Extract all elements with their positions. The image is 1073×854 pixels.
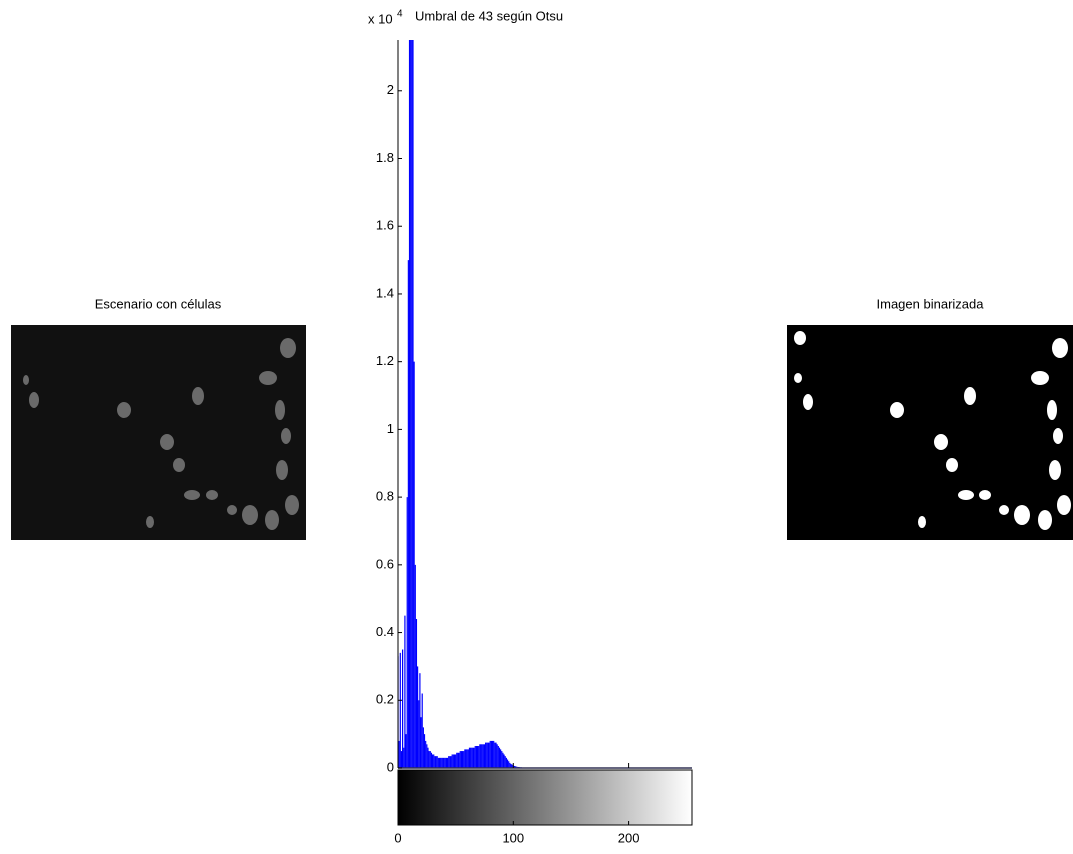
y-tick-label: 1.2 bbox=[376, 353, 394, 368]
cell-image bbox=[11, 325, 306, 540]
x-tick-label: 0 bbox=[394, 830, 401, 845]
chart-title: Umbral de 43 según Otsu bbox=[415, 8, 563, 23]
left-title: Escenario con células bbox=[95, 296, 222, 311]
y-tick-label: 0.8 bbox=[376, 489, 394, 504]
y-multiplier: x 10 bbox=[368, 11, 393, 26]
colorbar bbox=[397, 769, 693, 826]
y-tick-label: 1.6 bbox=[376, 218, 394, 233]
x-tick-label: 200 bbox=[618, 830, 640, 845]
x-tick-label: 100 bbox=[502, 830, 524, 845]
y-tick-label: 0 bbox=[387, 759, 394, 774]
binary-image bbox=[787, 325, 1073, 540]
y-tick-label: 0.2 bbox=[376, 692, 394, 707]
histogram: x 10 4 Umbral de 43 según Otsu 0 0.2 0.4 0.… bbox=[368, 8, 693, 845]
bars bbox=[398, 40, 529, 768]
y-tick-label: 1.8 bbox=[376, 150, 394, 165]
y-tick-label: 2 bbox=[387, 82, 394, 97]
y-multiplier-exponent: 4 bbox=[397, 9, 403, 20]
right-title: Imagen binarizada bbox=[877, 296, 985, 311]
y-tick-label: 1.4 bbox=[376, 285, 394, 300]
y-tick-label: 0.4 bbox=[376, 624, 394, 639]
y-tick-label: 0.6 bbox=[376, 556, 394, 571]
y-tick-label: 1 bbox=[387, 421, 394, 436]
